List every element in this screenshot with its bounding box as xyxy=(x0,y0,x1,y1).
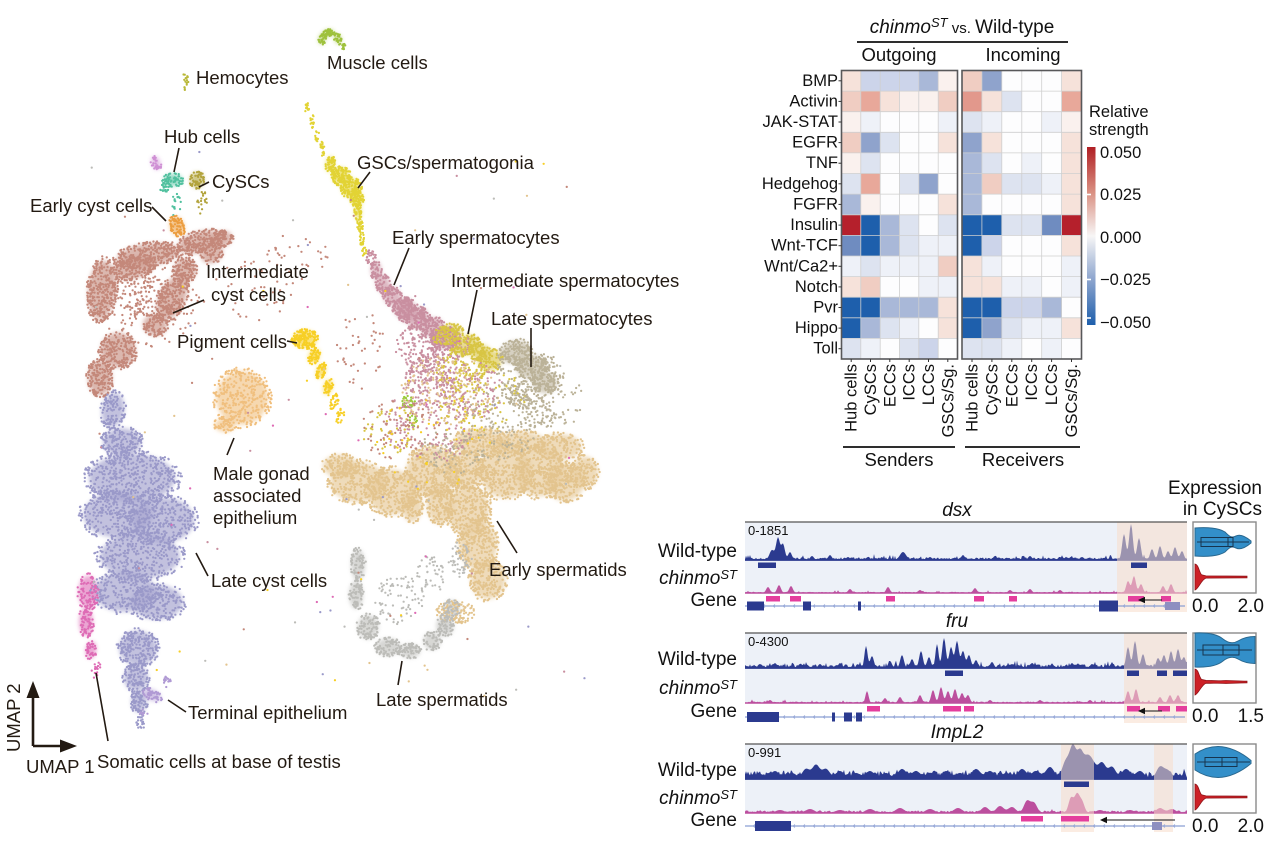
svg-text:Early spermatocytes: Early spermatocytes xyxy=(392,227,560,248)
svg-text:ICCs: ICCs xyxy=(1023,364,1041,401)
svg-text:Late spermatocytes: Late spermatocytes xyxy=(491,308,652,329)
svg-text:TNF: TNF xyxy=(806,154,838,172)
svg-text:dsx: dsx xyxy=(942,500,973,521)
svg-text:GSCs/Sg.: GSCs/Sg. xyxy=(939,364,957,437)
svg-text:fru: fru xyxy=(946,611,969,632)
svg-text:UMAP 1: UMAP 1 xyxy=(26,756,95,777)
svg-text:Hub cells: Hub cells xyxy=(964,364,982,432)
svg-text:Wnt-TCF: Wnt-TCF xyxy=(771,237,838,255)
svg-text:2.0: 2.0 xyxy=(1238,816,1264,837)
svg-text:UMAP 2: UMAP 2 xyxy=(3,683,24,752)
svg-text:Wnt/Ca2+: Wnt/Ca2+ xyxy=(764,257,838,275)
svg-text:Gene: Gene xyxy=(691,701,737,722)
svg-text:LCCs: LCCs xyxy=(1043,364,1061,405)
svg-text:ImpL2: ImpL2 xyxy=(931,722,984,743)
svg-text:epithelium: epithelium xyxy=(213,507,297,528)
svg-text:Incoming: Incoming xyxy=(985,44,1060,65)
svg-text:Gene: Gene xyxy=(691,590,737,611)
svg-text:0-991: 0-991 xyxy=(748,745,781,760)
svg-text:0-1851: 0-1851 xyxy=(748,523,788,538)
svg-text:0.050: 0.050 xyxy=(1100,144,1141,162)
svg-text:chinmoST: chinmoST xyxy=(659,787,738,809)
svg-text:Pvr: Pvr xyxy=(813,299,838,317)
svg-text:ICCs: ICCs xyxy=(901,364,919,401)
svg-text:Insulin: Insulin xyxy=(790,216,838,234)
svg-text:0.0: 0.0 xyxy=(1192,596,1218,617)
svg-text:Intermediate spermatocytes: Intermediate spermatocytes xyxy=(451,270,679,291)
svg-text:chinmoST vs. Wild-type: chinmoST vs. Wild-type xyxy=(870,15,1055,38)
svg-text:0.0: 0.0 xyxy=(1192,706,1218,727)
svg-text:EGFR: EGFR xyxy=(792,134,838,152)
svg-text:Somatic cells at base of testi: Somatic cells at base of testis xyxy=(97,751,341,772)
svg-text:CySCs: CySCs xyxy=(862,364,880,415)
svg-text:CySCs: CySCs xyxy=(983,364,1001,415)
svg-text:GSCs/spermatogonia: GSCs/spermatogonia xyxy=(357,152,535,173)
svg-text:0.025: 0.025 xyxy=(1100,186,1141,204)
svg-text:1.5: 1.5 xyxy=(1238,706,1264,727)
svg-text:Hub cells: Hub cells xyxy=(164,126,240,147)
svg-text:ECCs: ECCs xyxy=(881,364,899,407)
svg-text:−0.050: −0.050 xyxy=(1100,314,1151,332)
svg-text:Notch: Notch xyxy=(795,278,838,296)
svg-text:in CySCs: in CySCs xyxy=(1183,499,1262,520)
svg-text:FGFR: FGFR xyxy=(793,195,838,213)
svg-text:0-4300: 0-4300 xyxy=(748,634,788,649)
svg-text:Wild-type: Wild-type xyxy=(658,649,737,670)
svg-text:Outgoing: Outgoing xyxy=(861,44,936,65)
svg-text:JAK-STAT: JAK-STAT xyxy=(763,113,838,131)
svg-text:Intermediate: Intermediate xyxy=(206,261,309,282)
svg-text:Expression: Expression xyxy=(1168,478,1262,499)
svg-text:ECCs: ECCs xyxy=(1003,364,1021,407)
svg-text:2.0: 2.0 xyxy=(1238,596,1264,617)
svg-text:Hippo: Hippo xyxy=(795,319,838,337)
svg-text:cyst cells: cyst cells xyxy=(211,284,286,305)
svg-text:chinmoST: chinmoST xyxy=(659,677,738,699)
svg-text:0.0: 0.0 xyxy=(1192,816,1218,837)
svg-text:Receivers: Receivers xyxy=(982,449,1064,470)
svg-text:Late spermatids: Late spermatids xyxy=(376,689,508,710)
svg-text:Hemocytes: Hemocytes xyxy=(196,67,289,88)
svg-text:associated: associated xyxy=(213,485,301,506)
svg-text:CySCs: CySCs xyxy=(212,171,270,192)
svg-text:Activin: Activin xyxy=(789,92,838,110)
svg-text:−0.025: −0.025 xyxy=(1100,271,1151,289)
svg-text:Gene: Gene xyxy=(691,810,737,831)
svg-text:Early spermatids: Early spermatids xyxy=(489,559,627,580)
svg-text:Late cyst cells: Late cyst cells xyxy=(211,570,327,591)
svg-text:Muscle cells: Muscle cells xyxy=(327,52,428,73)
svg-text:0.000: 0.000 xyxy=(1100,229,1141,247)
svg-text:Early cyst cells: Early cyst cells xyxy=(30,195,152,216)
svg-text:Toll: Toll xyxy=(813,340,838,358)
svg-text:Wild-type: Wild-type xyxy=(658,760,737,781)
svg-text:Hub cells: Hub cells xyxy=(843,364,861,432)
svg-text:BMP: BMP xyxy=(802,72,838,90)
svg-text:Male gonad: Male gonad xyxy=(213,463,310,484)
svg-text:Wild-type: Wild-type xyxy=(658,541,737,562)
svg-text:chinmoST: chinmoST xyxy=(659,567,738,589)
svg-text:Pigment cells: Pigment cells xyxy=(177,331,287,352)
svg-text:Senders: Senders xyxy=(865,449,934,470)
svg-text:Relative: Relative xyxy=(1089,103,1149,121)
svg-text:GSCs/Sg.: GSCs/Sg. xyxy=(1063,364,1081,437)
svg-text:Hedgehog: Hedgehog xyxy=(762,175,838,193)
svg-text:strength: strength xyxy=(1089,121,1149,139)
svg-text:LCCs: LCCs xyxy=(920,364,938,405)
svg-text:Terminal epithelium: Terminal epithelium xyxy=(188,702,347,723)
